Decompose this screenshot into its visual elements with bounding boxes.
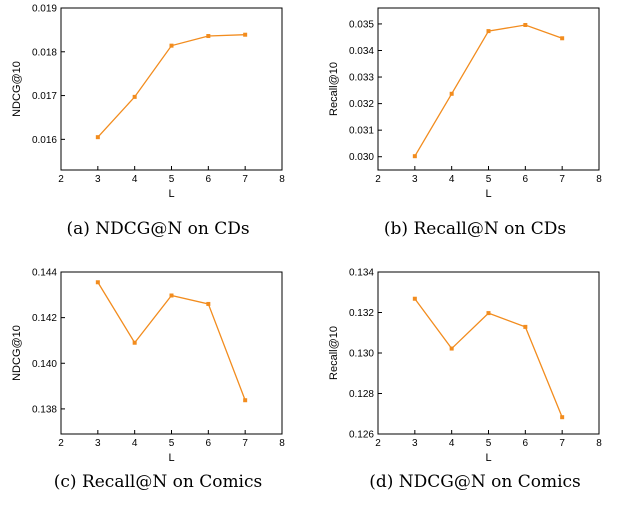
x-tick-label: 2: [58, 438, 64, 449]
data-point: [523, 22, 528, 27]
x-tick-label: 2: [375, 174, 381, 185]
chart-panel-b: 2 3 4 5 6 7 8 0.030 0.031 0.032 0.033 0.034 0.035 L Re…: [317, 0, 633, 263]
x-tick-label: 3: [412, 174, 418, 185]
y-tick-label: 0.018: [32, 47, 57, 58]
data-point: [206, 34, 211, 39]
data-point: [523, 324, 528, 329]
chart-panel-d: 2 3 4 5 6 7 8 0.126 0.128 0.130 0.132 0.134 L Recall@…: [317, 264, 633, 527]
y-axis-label: Recall@10: [328, 62, 340, 116]
y-tick-label: 0.144: [32, 268, 57, 279]
x-tick-label: 7: [242, 438, 248, 449]
x-axis-label: L: [485, 452, 491, 464]
x-axis-label: L: [168, 452, 174, 464]
data-point: [486, 311, 491, 316]
y-tick-label: 0.016: [32, 135, 57, 146]
y-tick-label: 0.130: [349, 349, 374, 360]
data-point: [243, 398, 248, 403]
data-point: [95, 280, 100, 285]
chart-a: 2 3 4 5 6 7 8 0.016 0.017 0.018 0.019 L NDCG@10: [11, 4, 285, 201]
chart-d: 2 3 4 5 6 7 8 0.126 0.128 0.130 0.132 0.134 L Recall@…: [328, 268, 602, 465]
data-point: [169, 293, 174, 298]
x-tick-label: 8: [596, 438, 602, 449]
series-line: [414, 298, 563, 418]
x-tick-label: 4: [132, 438, 138, 449]
y-axis-label: NDCG@10: [11, 61, 23, 117]
caption-d: (d) NDCG@N on Comics: [369, 472, 581, 492]
x-axis-label: L: [168, 188, 174, 200]
x-tick-label: 2: [58, 174, 64, 185]
x-tick-label: 3: [95, 174, 101, 185]
x-tick-label: 8: [596, 174, 602, 185]
plot-frame: [377, 271, 600, 435]
x-tick-label: 8: [279, 438, 285, 449]
data-point: [243, 32, 248, 37]
x-tick-label: 4: [449, 438, 455, 449]
chart-c: 2 3 4 5 6 7 8 0.138 0.140 0.142 0.144 L NDCG@10: [11, 268, 285, 465]
x-tick-label: 5: [169, 438, 175, 449]
y-tick-label: 0.138: [32, 404, 57, 415]
data-point: [206, 301, 211, 306]
y-tick-label: 0.032: [349, 99, 374, 110]
x-tick-label: 8: [279, 174, 285, 185]
y-tick-label: 0.033: [349, 73, 374, 84]
y-tick-label: 0.019: [32, 4, 57, 15]
caption-b: (b) Recall@N on CDs: [383, 219, 567, 239]
y-tick-label: 0.140: [32, 359, 57, 370]
x-tick-label: 6: [206, 438, 212, 449]
caption-c: (c) Recall@N on Comics: [53, 472, 263, 492]
chart-panel-a: 2 3 4 5 6 7 8 0.016 0.017 0.018 0.019 L NDCG@10 (a) …: [0, 0, 316, 263]
y-axis-label: Recall@10: [328, 326, 340, 380]
x-tick-label: 4: [132, 174, 138, 185]
y-tick-label: 0.128: [349, 389, 374, 400]
x-tick-label: 6: [523, 174, 529, 185]
data-point: [449, 91, 454, 96]
x-tick-label: 5: [486, 174, 492, 185]
data-point: [560, 36, 565, 41]
data-point: [560, 415, 565, 420]
y-tick-label: 0.035: [349, 19, 374, 30]
y-tick-label: 0.017: [32, 91, 57, 102]
x-axis-label: L: [485, 188, 491, 200]
x-tick-label: 6: [206, 174, 212, 185]
data-point: [132, 340, 137, 345]
data-point: [95, 135, 100, 140]
y-axis-label: NDCG@10: [11, 325, 23, 381]
data-point: [169, 43, 174, 48]
x-tick-label: 7: [559, 438, 565, 449]
chart-panel-c: 2 3 4 5 6 7 8 0.138 0.140 0.142 0.144 L NDCG@10 (c) …: [0, 264, 316, 527]
data-point: [449, 346, 454, 351]
y-tick-label: 0.031: [349, 126, 374, 137]
caption-a: (a) NDCG@N on CDs: [66, 219, 250, 239]
series-line: [414, 24, 563, 157]
x-tick-label: 7: [559, 174, 565, 185]
chart-b: 2 3 4 5 6 7 8 0.030 0.031 0.032 0.033 0.034 0.035 L Re…: [328, 7, 602, 200]
plot-frame: [60, 7, 283, 171]
y-tick-label: 0.132: [349, 308, 374, 319]
x-tick-label: 4: [449, 174, 455, 185]
data-point: [412, 296, 417, 301]
x-tick-label: 7: [242, 174, 248, 185]
data-point: [132, 94, 137, 99]
data-point: [486, 29, 491, 34]
x-tick-label: 3: [95, 438, 101, 449]
y-tick-label: 0.034: [349, 46, 374, 57]
x-tick-label: 5: [486, 438, 492, 449]
y-tick-label: 0.030: [349, 152, 374, 163]
y-tick-label: 0.126: [349, 430, 374, 441]
y-tick-label: 0.142: [32, 313, 57, 324]
series-line: [97, 34, 246, 138]
x-tick-label: 2: [375, 438, 381, 449]
x-tick-label: 3: [412, 438, 418, 449]
series-line: [97, 281, 246, 401]
x-tick-label: 5: [169, 174, 175, 185]
data-point: [412, 154, 417, 159]
y-tick-label: 0.134: [349, 268, 374, 279]
x-tick-label: 6: [523, 438, 529, 449]
